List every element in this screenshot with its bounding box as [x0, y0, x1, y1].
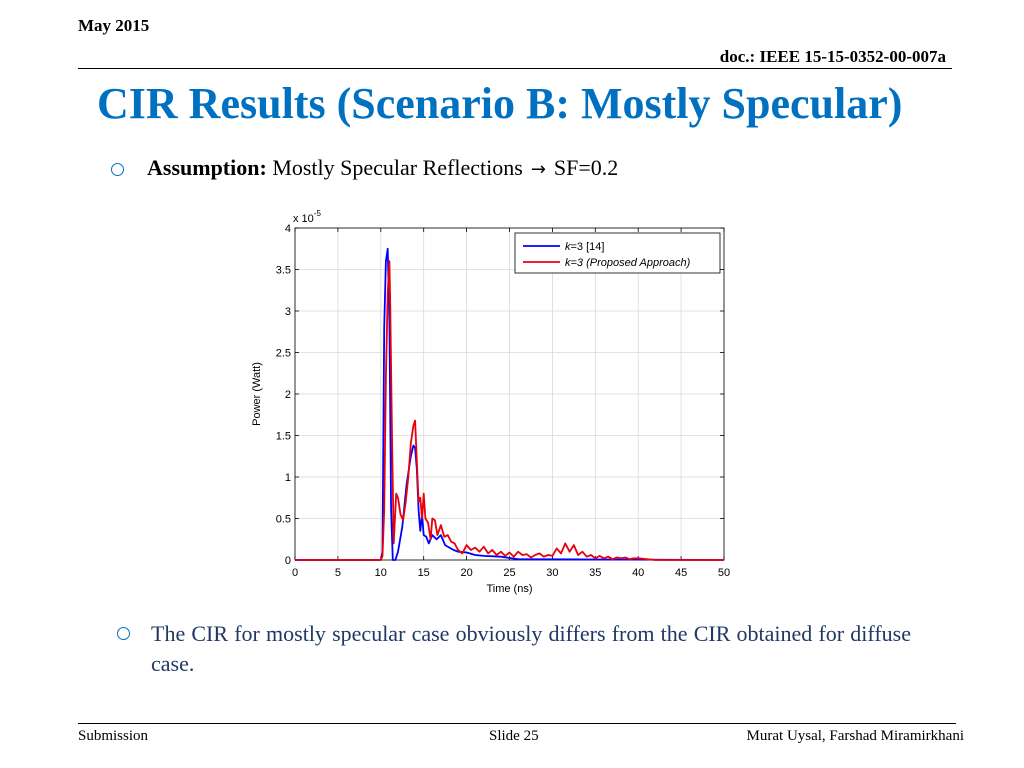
- cir-chart: 0 5 10 15 20 25 30 35 40 45 50 0 0.5 1 1.5 2 2.5 3 3.5 4 x …: [251, 209, 730, 595]
- x-axis-label: Time (ns): [486, 583, 532, 595]
- y-tick-label: 0: [285, 555, 291, 567]
- assumption-label: Assumption:: [147, 155, 267, 180]
- chart-series: [295, 247, 725, 561]
- x-tick-label: 25: [503, 567, 515, 579]
- header-divider: [78, 68, 952, 69]
- x-tick-label: 35: [589, 567, 601, 579]
- chart-ticks: 0 5 10 15 20 25 30 35 40 45 50 0 0.5 1 1.5 2 2.5 3 3.5 4: [276, 223, 730, 579]
- footer-authors: Murat Uysal, Farshad Miramirkhani: [746, 728, 964, 744]
- y-tick-label: 2: [285, 389, 291, 401]
- y-tick-label: 1.5: [276, 431, 291, 443]
- footer-submission: Submission: [78, 728, 149, 744]
- x-tick-label: 0: [292, 567, 298, 579]
- slide-title: CIR Results (Scenario B: Mostly Specular…: [97, 79, 903, 128]
- assumption-text: Mostly Specular Reflections: [272, 155, 523, 180]
- y-tick-label: 3: [285, 306, 291, 318]
- chart-legend: k=3 [14] k=3 (Proposed Approach): [514, 232, 721, 274]
- legend-entry: k=3 (Proposed Approach): [565, 257, 691, 269]
- footer-slide-number: Slide 25: [489, 728, 539, 744]
- y-axis-multiplier: x 10-5: [293, 209, 321, 225]
- y-tick-label: 0.5: [276, 514, 291, 526]
- legend-box: [514, 232, 721, 274]
- x-tick-label: 30: [546, 567, 558, 579]
- x-tick-label: 45: [675, 567, 687, 579]
- header-date: May 2015: [78, 16, 150, 35]
- x-tick-label: 40: [632, 567, 644, 579]
- y-tick-label: 3.5: [276, 265, 291, 277]
- chart-grid: [294, 227, 725, 561]
- assumption-bullet: Assumption: Mostly Specular Reflections →…: [147, 155, 618, 181]
- y-axis-label: Power (Watt): [251, 362, 263, 426]
- series-line-2: [295, 260, 724, 561]
- legend-entry: k=3 [14]: [565, 241, 604, 253]
- assumption-value: SF=0.2: [553, 155, 619, 180]
- footer-divider: [78, 723, 956, 724]
- header-doc-id: doc.: IEEE 15-15-0352-00-007a: [719, 47, 946, 66]
- x-tick-label: 50: [718, 567, 730, 579]
- x-tick-label: 15: [418, 567, 430, 579]
- bullet-circle-icon: [111, 163, 124, 176]
- y-tick-label: 4: [285, 223, 291, 235]
- x-tick-label: 20: [460, 567, 472, 579]
- conclusion-bullet: The CIR for mostly specular case obvious…: [151, 621, 911, 676]
- right-arrow-icon: →: [530, 159, 546, 180]
- bullet-circle-icon: [117, 627, 130, 640]
- x-tick-label: 10: [375, 567, 387, 579]
- x-tick-label: 5: [335, 567, 341, 579]
- y-tick-label: 2.5: [276, 348, 291, 360]
- y-tick-label: 1: [285, 472, 291, 484]
